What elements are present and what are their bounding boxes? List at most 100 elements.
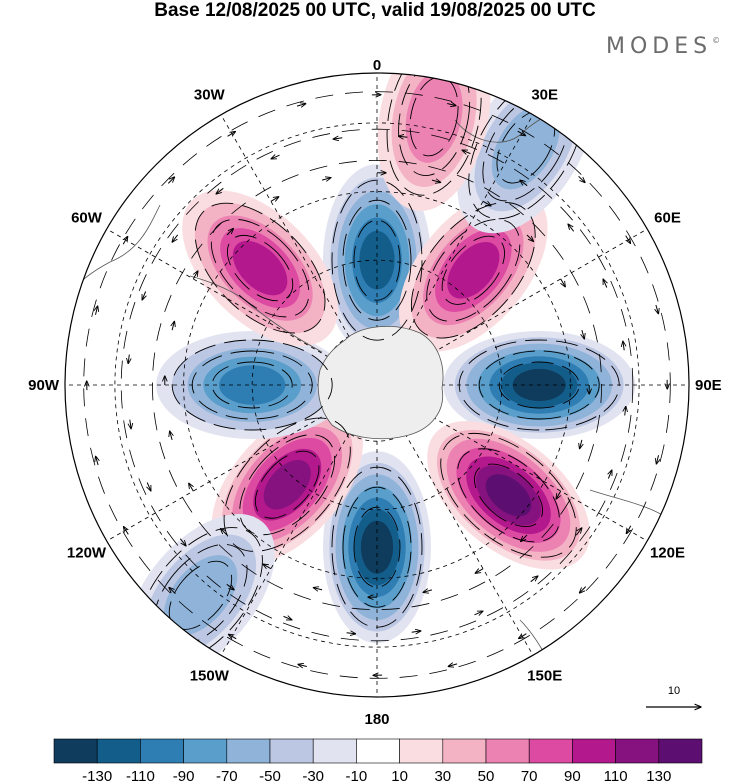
- lon-label-90W: 90W: [28, 377, 60, 394]
- anomaly-pos-40E: [399, 188, 548, 352]
- colorbar-swatch: [658, 738, 703, 764]
- colorbar-swatch: [183, 738, 228, 764]
- parallel: [251, 259, 503, 511]
- wind-vector: [625, 407, 626, 416]
- wind-vector: [517, 131, 526, 135]
- map-border: [64, 72, 690, 698]
- wind-vector: [296, 104, 306, 107]
- colorbar-swatch: [312, 738, 357, 764]
- wind-vector: [130, 419, 131, 429]
- wind-vector: [170, 431, 172, 441]
- anomaly-contour: [491, 104, 560, 190]
- streamline-loop: [342, 199, 412, 321]
- colorbar-tick-label: 130: [646, 768, 671, 783]
- lon-label-120W: 120W: [67, 545, 107, 562]
- colorbar-tick-label: -110: [126, 768, 155, 783]
- streamline-loop: [191, 350, 313, 420]
- lon-label-60E: 60E: [654, 209, 681, 226]
- wind-vector: [229, 634, 237, 638]
- streamline-ring: [151, 159, 603, 611]
- wind-vector: [578, 175, 585, 182]
- colorbar-swatch: [96, 738, 141, 764]
- streamline-loop: [171, 339, 333, 431]
- streamline-loop: [168, 560, 233, 630]
- colorbar-swatch: [269, 738, 314, 764]
- anomaly-contour: [263, 459, 311, 510]
- streamline-loop: [440, 432, 577, 558]
- wind-vector: [411, 631, 421, 632]
- streamline-loop: [398, 73, 471, 176]
- wind-vector: [167, 177, 174, 184]
- lon-label-30E: 30E: [531, 87, 558, 104]
- wind-vector: [431, 180, 441, 182]
- streamline-loop: [353, 506, 401, 588]
- wind-vector: [520, 180, 528, 187]
- streamline-ring: [120, 128, 634, 642]
- colorbar-tick-label: -130: [82, 768, 112, 783]
- streamline-loop: [409, 76, 459, 157]
- anomaly-contour: [219, 365, 286, 405]
- wind-vector: [626, 525, 630, 534]
- colorbar-tick-label: 50: [478, 768, 495, 783]
- colorbar-swatch: [615, 738, 660, 764]
- streamline-loop: [194, 202, 326, 334]
- anomaly-contour: [163, 555, 238, 636]
- streamline-loop: [331, 466, 423, 628]
- wind-vector: [321, 178, 331, 180]
- wind-vector: [263, 564, 272, 569]
- wind-vector: [147, 482, 151, 491]
- longitude-labels: 0 30E 60E 90E 120E 150E 180 150W 120W 90W 60W 30W: [28, 57, 722, 728]
- streamline-loop: [441, 235, 505, 305]
- wind-vector: [582, 329, 584, 339]
- streamline-loop: [386, 73, 482, 196]
- wind-vector: [521, 534, 528, 541]
- colorbar-swatch: [485, 738, 530, 764]
- colorbar-swatch: [399, 738, 444, 764]
- wind-vector: [526, 234, 533, 241]
- streamline-loop: [331, 179, 423, 341]
- wind-vector: [519, 634, 527, 639]
- reference-vector: 10: [646, 685, 701, 707]
- anomaly-contour: [232, 240, 288, 296]
- streamline-loop: [239, 434, 336, 536]
- wind-vector: [556, 490, 561, 499]
- colorbar-tick-label: 10: [391, 768, 408, 783]
- colorbar-swatch: [528, 738, 573, 764]
- streamline-loop: [210, 218, 310, 318]
- map-disc: [65, 73, 689, 697]
- wind-vector: [346, 633, 356, 634]
- wind-vector: [179, 538, 186, 546]
- wind-vector: [399, 136, 408, 137]
- wind-vector: [575, 528, 582, 536]
- colorbar: -130 -110 -90 -70 -50 -30 -10 10 30 50 70 90 110 130: [53, 738, 703, 783]
- wind-vector: [561, 278, 566, 287]
- wind-vector: [271, 155, 280, 159]
- streamline-loop: [410, 202, 536, 339]
- wind-vector: [580, 439, 582, 449]
- lon-label-90E: 90E: [695, 377, 722, 394]
- wind-vector: [447, 104, 456, 106]
- streamline-loop: [498, 361, 580, 409]
- wind-vector: [221, 529, 228, 536]
- wind-vector: [172, 321, 174, 331]
- colorbar-tick-label: 30: [434, 768, 451, 783]
- streamline-loop: [227, 235, 294, 302]
- colorbar-tick-label: -30: [302, 768, 324, 783]
- colorbar-swatch: [140, 738, 184, 764]
- wind-vector: [96, 456, 99, 466]
- wind-vector: [96, 306, 98, 315]
- wind-vector: [333, 138, 343, 139]
- streamline-loop: [211, 361, 293, 409]
- lon-label-150W: 150W: [190, 668, 230, 685]
- streamline-loop: [474, 463, 543, 527]
- wind-vector: [608, 470, 611, 479]
- lon-label-150E: 150E: [527, 668, 562, 685]
- anomaly-neg-90W: [156, 331, 349, 439]
- wind-vector: [568, 224, 575, 232]
- antarctica-ice: [317, 325, 444, 440]
- lon-label-60W: 60W: [71, 209, 103, 226]
- parallel: [114, 122, 640, 648]
- colorbar-swatch: [442, 738, 487, 764]
- colorbar-swatch: [356, 738, 400, 764]
